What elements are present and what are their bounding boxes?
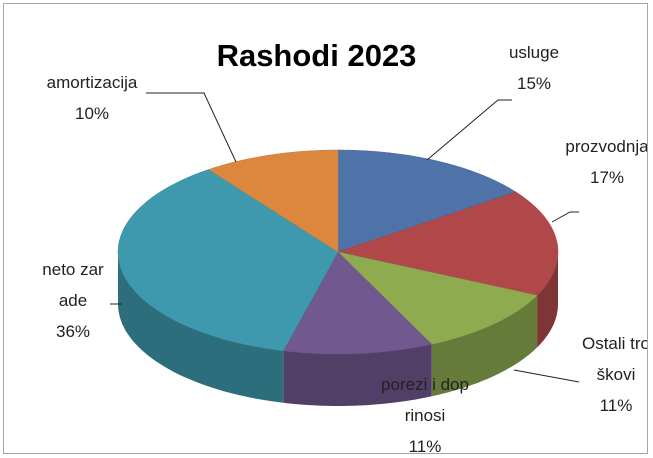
leader-lines [110,92,580,383]
slice-label: porezi i doprinosi 11% [379,369,471,454]
slice-label: usluge 15% [489,37,579,99]
slice-name: neto zarade [42,260,104,310]
slice-value: 36% [55,322,91,341]
pie-side [537,252,558,348]
leader-line [426,99,512,161]
pie-slice [337,191,559,296]
pie-slice [337,251,538,345]
slice-name: porezi i doprinosi [381,375,469,425]
pie-slice [337,149,517,253]
slice-name: amortizacija [46,73,138,92]
leader-line [551,211,579,223]
pie-tops [117,149,559,355]
slice-value: 17% [589,168,625,187]
slice-name: Ostali troškovi [581,334,648,384]
chart-frame: usluge 15% prozvodnja 17% Ostali troškovi 11%… [3,3,648,454]
slice-name: usluge [508,43,560,62]
slice-name: prozvodnja [565,137,648,156]
slice-value: 11% [408,437,442,454]
pie-slice [117,169,339,352]
slice-label: neto zarade 36% [38,254,108,347]
pie-side [118,252,284,403]
pie-side [283,344,432,406]
pie-slice [282,251,433,355]
pie-side [431,295,538,397]
pie-slice [208,149,339,253]
leader-line [146,92,237,163]
pie-sides [118,252,558,406]
leader-line [513,369,580,383]
slice-label: amortizacija 10% [44,67,140,129]
slice-value: 10% [74,104,110,123]
slice-value: 15% [516,74,552,93]
pie-area [110,92,580,406]
slice-label: Ostali troškovi 11% [579,328,648,421]
slice-value: 11% [599,396,633,415]
slice-label: prozvodnja 17% [565,131,648,193]
